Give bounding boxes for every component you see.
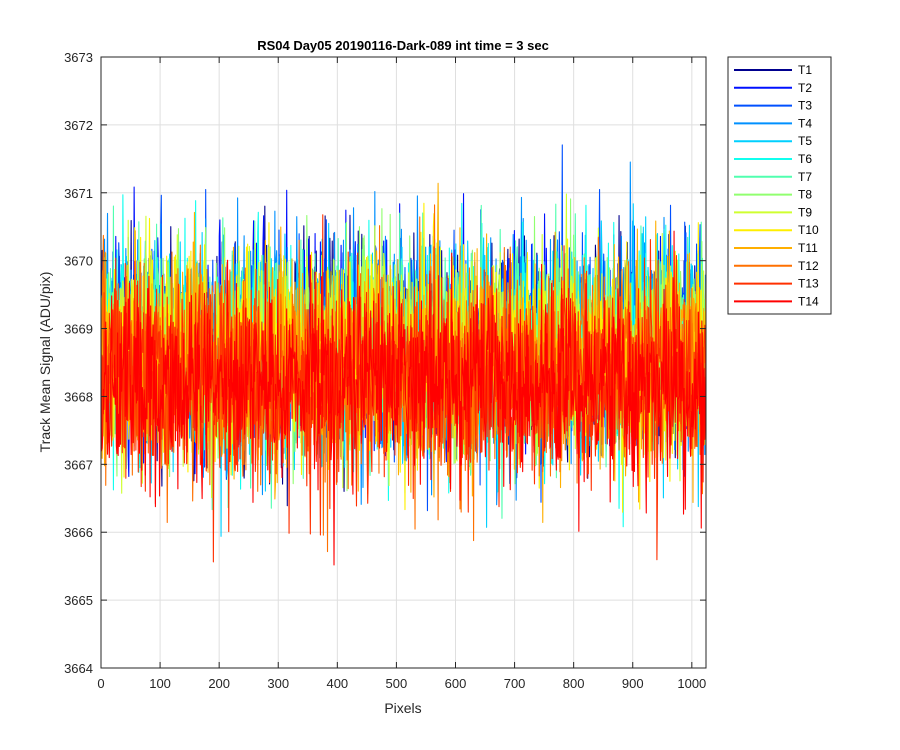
- legend-item: T9: [734, 205, 812, 219]
- legend-label: T4: [798, 116, 812, 130]
- legend: T1 T2 T3 T4 T5 T6 T7 T8 T9 T10 T11 T12 T13 T14: [727, 56, 832, 315]
- legend-label: T13: [798, 277, 819, 291]
- legend-label: T1: [798, 63, 812, 77]
- x-tick-label: 600: [445, 676, 467, 691]
- x-tick-label: 0: [97, 676, 104, 691]
- x-tick-label: 800: [563, 676, 585, 691]
- y-tick-label: 3672: [64, 118, 93, 133]
- y-tick-label: 3669: [64, 322, 93, 337]
- y-tick-label: 3667: [64, 457, 93, 472]
- legend-label: T5: [798, 134, 812, 148]
- x-tick-label: 300: [267, 676, 289, 691]
- plot-frame: [100, 56, 707, 669]
- x-tick-label: 100: [149, 676, 171, 691]
- legend-label: T3: [798, 99, 812, 113]
- legend-item: T10: [734, 223, 819, 237]
- legend-item: T6: [734, 152, 812, 166]
- legend-item: T12: [734, 259, 819, 273]
- legend-item: T7: [734, 170, 812, 184]
- x-axis-label: Pixels: [384, 700, 421, 716]
- legend-item: T8: [734, 188, 812, 202]
- x-tick-label: 900: [622, 676, 644, 691]
- x-tick-label: 1000: [677, 676, 706, 691]
- legend-label: T10: [798, 223, 819, 237]
- legend-label: T8: [798, 188, 812, 202]
- legend-item: T2: [734, 81, 812, 95]
- x-tick-label: 700: [504, 676, 526, 691]
- series-line-t14: [101, 230, 706, 566]
- x-tick-label: 200: [208, 676, 230, 691]
- legend-item: T14: [734, 294, 819, 308]
- axis-ticks: 0 100 200 300 400 500 600 700 800 900 1000 3664 3665…: [64, 50, 706, 691]
- legend-label: T6: [798, 152, 812, 166]
- y-axis-label: Track Mean Signal (ADU/pix): [37, 272, 53, 453]
- legend-item: T13: [734, 277, 819, 291]
- legend-label: T14: [798, 294, 819, 308]
- legend-item: T3: [734, 99, 812, 113]
- series-lines: [101, 144, 706, 566]
- x-tick-label: 400: [326, 676, 348, 691]
- y-tick-label: 3664: [64, 661, 93, 676]
- y-tick-label: 3666: [64, 525, 93, 540]
- y-tick-label: 3668: [64, 389, 93, 404]
- chart-title: RS04 Day05 20190116-Dark-089 int time = …: [257, 38, 549, 53]
- y-tick-label: 3673: [64, 50, 93, 65]
- legend-box: [727, 56, 832, 315]
- legend-label: T12: [798, 259, 819, 273]
- y-tick-label: 3665: [64, 593, 93, 608]
- legend-item: T4: [734, 116, 812, 130]
- x-tick-label: 500: [386, 676, 408, 691]
- legend-label: T7: [798, 170, 812, 184]
- y-tick-label: 3670: [64, 254, 93, 269]
- legend-label: T2: [798, 81, 812, 95]
- legend-item: T5: [734, 134, 812, 148]
- y-tick-label: 3671: [64, 186, 93, 201]
- legend-item: T11: [734, 241, 818, 255]
- legend-label: T11: [798, 241, 818, 255]
- legend-item: T1: [734, 63, 812, 77]
- series-line-t13: [101, 214, 706, 563]
- legend-label: T9: [798, 205, 812, 219]
